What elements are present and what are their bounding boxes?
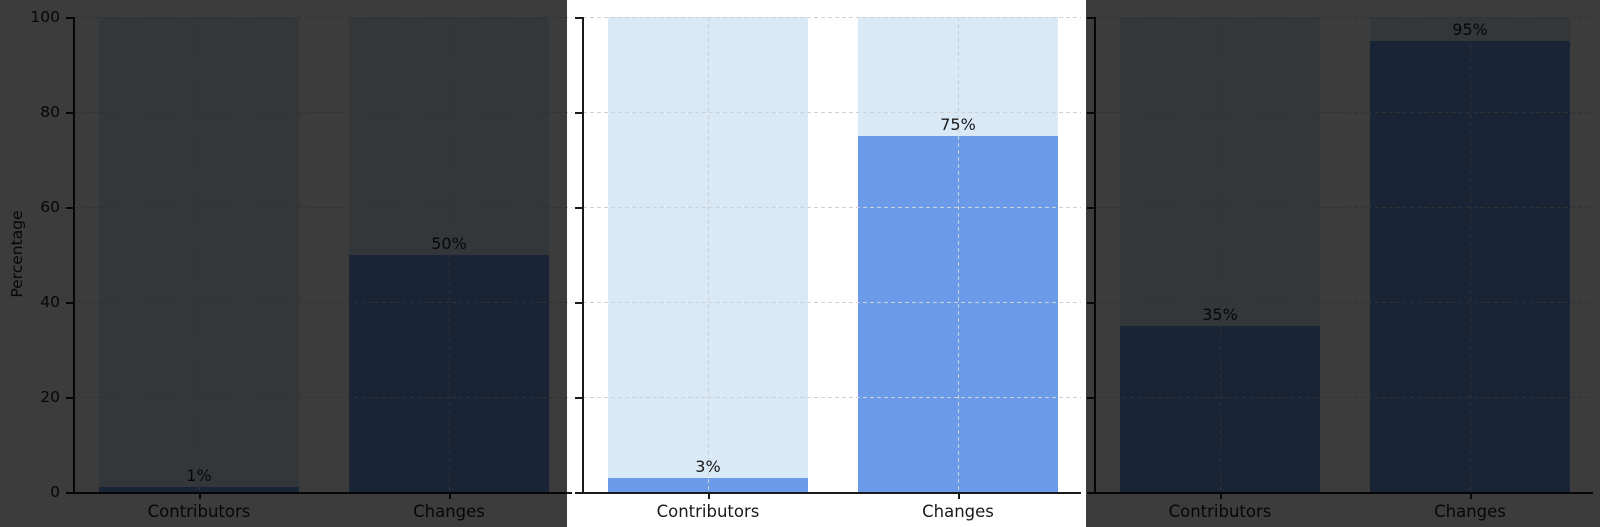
category-label: Contributors — [656, 502, 760, 521]
y-tick — [575, 397, 582, 399]
x-tick — [708, 494, 710, 499]
dim-overlay-right — [1086, 0, 1600, 527]
y-tick — [575, 112, 582, 114]
y-tick — [575, 17, 582, 19]
value-label: 3% — [695, 456, 721, 476]
x-gridline — [708, 17, 709, 492]
x-tick — [958, 494, 960, 499]
y-tick — [575, 302, 582, 304]
y-gridline — [583, 397, 1081, 398]
y-gridline — [583, 112, 1081, 113]
value-label: 75% — [940, 114, 976, 134]
y-tick — [575, 207, 582, 209]
left-spine — [582, 17, 584, 494]
bottom-spine — [582, 492, 1081, 494]
dim-overlay-left — [0, 0, 567, 527]
y-gridline — [583, 302, 1081, 303]
category-label: Changes — [922, 502, 994, 521]
y-tick — [575, 492, 582, 494]
y-gridline — [583, 17, 1081, 18]
y-gridline — [583, 207, 1081, 208]
x-gridline — [958, 17, 959, 492]
